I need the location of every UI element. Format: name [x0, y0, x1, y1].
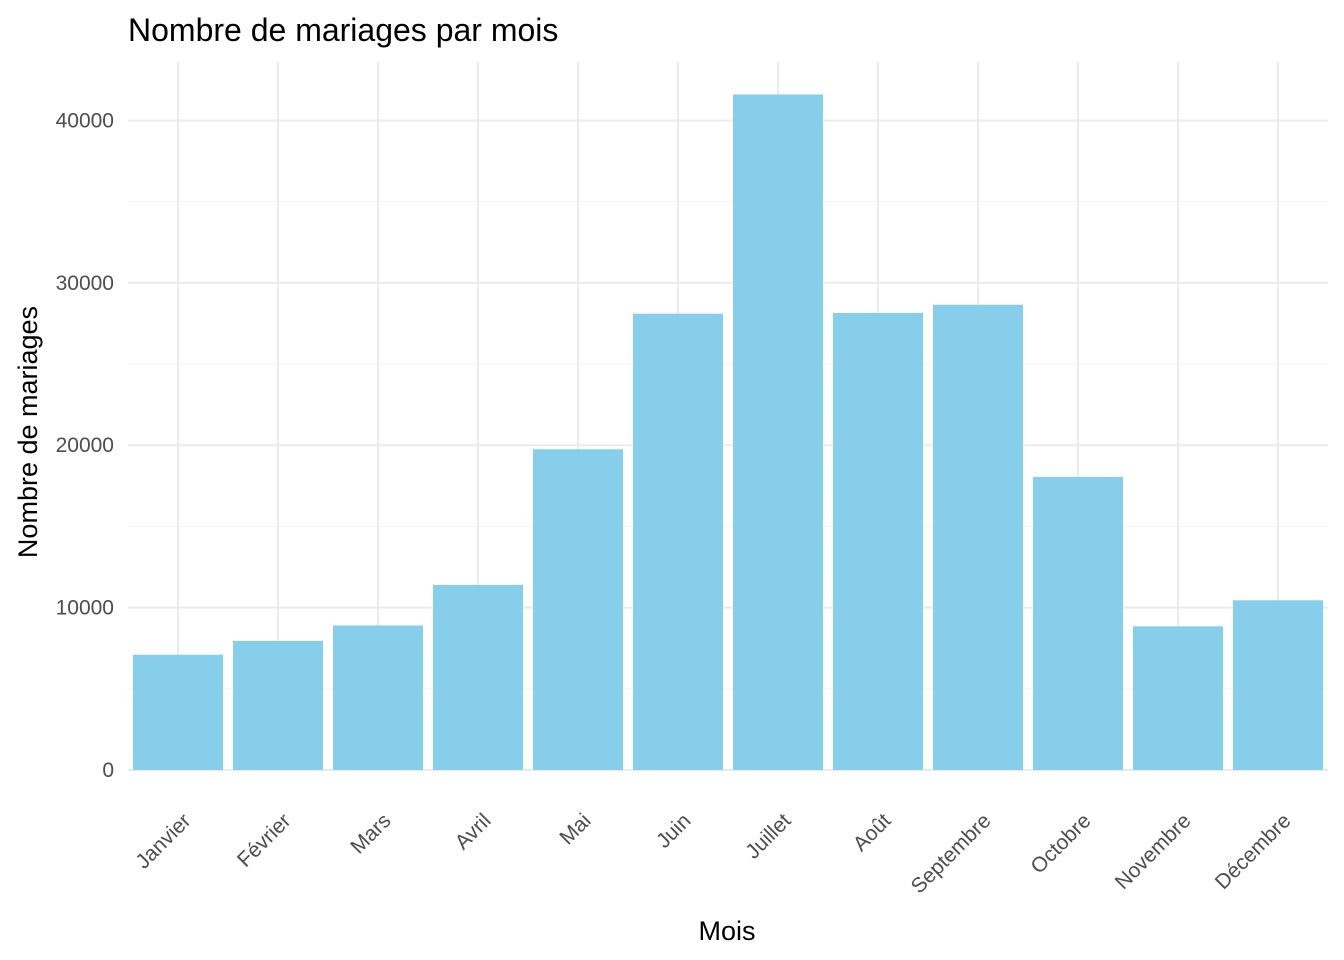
y-tick-label: 30000: [56, 272, 114, 295]
x-tick-label: Juillet: [741, 809, 795, 863]
y-tick-label: 10000: [56, 597, 114, 620]
y-tick-label: 20000: [56, 434, 114, 457]
x-axis-title: Mois: [698, 916, 755, 946]
bars: [133, 94, 1323, 771]
x-tick-label: Octobre: [1026, 809, 1095, 878]
x-tick-label: Mai: [555, 809, 595, 849]
y-axis-ticks: 0 10000 20000 30000 40000: [56, 109, 114, 782]
x-tick-label: Mars: [346, 809, 395, 858]
y-axis-title: Nombre de mariages: [13, 306, 43, 558]
x-tick-label: Juin: [652, 809, 696, 853]
bar-février: [233, 640, 323, 770]
bar-juillet: [733, 94, 823, 771]
bar-avril: [433, 584, 523, 770]
x-tick-label: Septembre: [907, 809, 996, 898]
bar-décembre: [1233, 600, 1323, 770]
bar-janvier: [133, 654, 223, 770]
bar-août: [833, 312, 923, 770]
x-tick-label: Août: [849, 809, 896, 856]
x-tick-label: Janvier: [131, 809, 195, 873]
bar-septembre: [933, 304, 1023, 770]
x-tick-label: Février: [233, 809, 295, 871]
x-tick-label: Avril: [451, 809, 496, 854]
y-tick-label: 40000: [56, 109, 114, 132]
bar-mars: [333, 625, 423, 770]
y-tick-label: 0: [102, 759, 114, 782]
bar-juin: [633, 313, 723, 770]
x-axis-ticks: Janvier Février Mars Avril Mai Juin Juillet Aoû…: [131, 809, 1295, 898]
bar-mai: [533, 449, 623, 770]
chart-title: Nombre de mariages par mois: [128, 12, 558, 48]
bar-novembre: [1133, 626, 1223, 770]
bar-octobre: [1033, 476, 1123, 770]
x-tick-label: Décembre: [1211, 809, 1296, 894]
x-tick-label: Novembre: [1111, 809, 1196, 894]
